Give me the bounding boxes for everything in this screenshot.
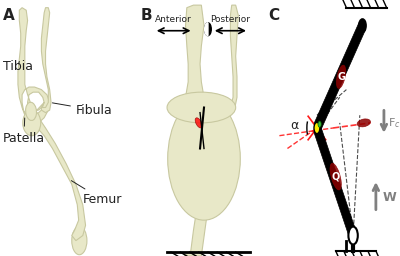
Circle shape xyxy=(72,227,87,255)
Text: F$_c$: F$_c$ xyxy=(388,116,400,130)
Text: Femur: Femur xyxy=(71,181,122,206)
Polygon shape xyxy=(184,128,233,256)
Ellipse shape xyxy=(167,92,236,123)
Polygon shape xyxy=(314,21,365,133)
Text: A: A xyxy=(3,8,14,23)
Text: Tibia: Tibia xyxy=(3,60,33,73)
Text: B: B xyxy=(141,8,152,23)
Ellipse shape xyxy=(357,119,370,127)
Ellipse shape xyxy=(336,65,346,88)
Ellipse shape xyxy=(330,163,341,190)
Circle shape xyxy=(314,122,320,134)
Text: Posterior: Posterior xyxy=(210,15,250,24)
Circle shape xyxy=(318,121,321,127)
Ellipse shape xyxy=(195,118,202,128)
Polygon shape xyxy=(42,8,51,113)
Polygon shape xyxy=(18,8,50,123)
Circle shape xyxy=(348,227,358,244)
Polygon shape xyxy=(28,108,86,241)
Text: Fibula: Fibula xyxy=(52,103,113,116)
Polygon shape xyxy=(180,5,220,118)
Circle shape xyxy=(359,19,366,32)
Ellipse shape xyxy=(23,110,41,136)
Text: C: C xyxy=(269,8,280,23)
Ellipse shape xyxy=(26,102,36,121)
Text: Patella: Patella xyxy=(3,118,45,145)
Text: Q: Q xyxy=(332,172,340,182)
Text: Anterior: Anterior xyxy=(155,15,192,24)
Text: α: α xyxy=(290,119,298,132)
Wedge shape xyxy=(205,23,208,36)
Polygon shape xyxy=(222,5,238,115)
Ellipse shape xyxy=(168,97,240,220)
Text: W: W xyxy=(382,191,396,204)
Circle shape xyxy=(205,23,211,36)
Text: G: G xyxy=(337,72,345,82)
Polygon shape xyxy=(314,124,356,239)
